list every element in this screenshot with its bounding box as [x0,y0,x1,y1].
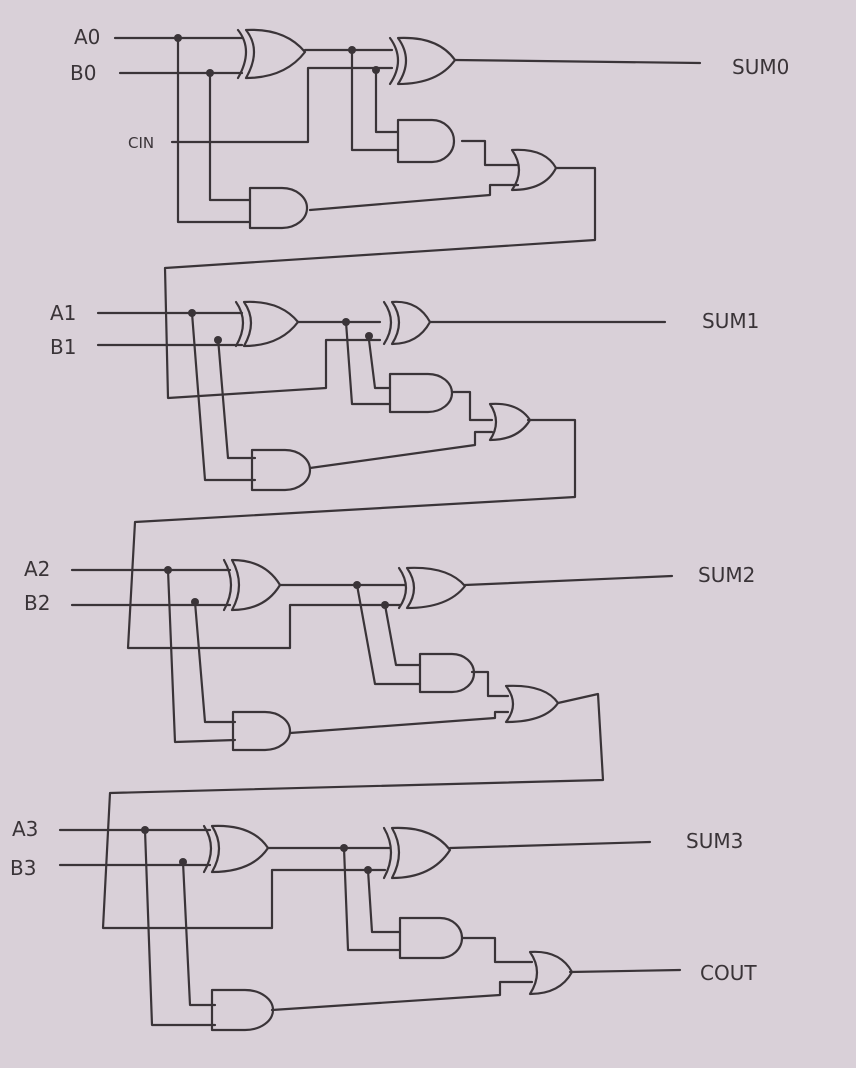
label-sum1: SUM1 [702,309,759,333]
wire-xor1-branch [350,48,400,152]
and-gate [398,916,464,960]
wire-a1-branch [190,311,257,482]
label-a1: A1 [50,301,76,325]
label-b1: B1 [50,335,76,359]
and-gate [210,988,275,1032]
wire-and2-out [288,710,510,735]
and-gate [418,652,476,694]
xor-gate-back [234,300,245,348]
wire-cin-branch [374,66,400,134]
xor-gate [230,558,282,612]
xor-gate-back [382,826,393,880]
wire-and1-out [460,139,520,167]
junction-dot [191,598,199,606]
wire-and2-out [270,980,534,1012]
or-gate [504,684,560,724]
junction-dot [364,866,372,874]
wire-carry-branch [367,338,392,390]
junction-dot [164,566,172,574]
wire-and1-out [460,936,534,964]
or-gate [488,402,532,442]
junction-dot [214,336,222,344]
junction-dot [372,66,380,74]
wire-b1-branch [216,336,257,460]
label-cout: COUT [700,961,757,985]
junction-dot [340,844,348,852]
wire-xor1-branch [342,846,402,952]
xor-gate [244,28,307,80]
xor-gate [405,566,467,610]
xor-gate [390,300,432,346]
wire-carry2 [101,692,605,930]
junction-dot [188,309,196,317]
and-gate [388,372,454,414]
label-a3: A3 [12,817,38,841]
and-gate [250,448,312,492]
wire-sum0 [453,58,702,65]
xor-gate-back [382,300,393,346]
wire-b2-branch [193,600,237,724]
label-a2: A2 [24,557,50,581]
wire-xor1-branch [344,320,392,406]
wire-a0-branch [176,36,252,224]
label-sum0: SUM0 [732,55,789,79]
xor-gate-back [388,36,400,86]
label-b0: B0 [70,61,96,85]
xor-gate-back [236,28,248,80]
junction-dot [174,34,182,42]
label-cin: CIN [128,134,154,152]
wire-carry-branch [366,868,402,934]
xor-gate-back [202,824,213,874]
junction-dot [342,318,350,326]
and-gate [248,186,309,230]
wire-sum3 [448,840,652,850]
junction-dot [381,601,389,609]
label-sum2: SUM2 [698,563,755,587]
wire-cout [568,968,682,974]
wire-carry0 [163,166,597,400]
and-gate [396,118,456,164]
label-a0: A0 [74,25,100,49]
stage-0: A0 B0 CIN SUM0 [70,25,789,400]
xor-gate [242,300,300,348]
label-b2: B2 [24,591,50,615]
wire-a2-branch [166,568,237,744]
wire-cin [170,66,394,144]
stage-1: A1 B1 SUM1 [50,300,759,650]
xor-gate [210,824,270,874]
xor-gate-back [222,558,233,612]
wire-sum2 [463,574,674,587]
wire-b0-branch [208,71,252,202]
and-gate [231,710,292,752]
label-b3: B3 [10,856,36,880]
stage-2: A2 B2 SUM2 [24,557,755,930]
label-sum3: SUM3 [686,829,743,853]
xor-gate-back [397,566,408,610]
junction-dot [179,858,187,866]
or-gate [510,148,558,192]
xor-gate [390,826,452,880]
wire-and2-out [308,183,520,212]
junction-dot [365,332,373,340]
wire-and1-out [450,390,494,422]
wire-and2-out [308,430,494,470]
xor-gate [396,36,457,86]
or-gate [528,950,574,996]
wire-carry-branch [383,603,422,667]
junction-dot [141,826,149,834]
junction-dot [348,46,356,54]
wire-a3-branch [143,828,217,1027]
wire-and1-out [470,670,510,698]
stage-3: A3 B3 SUM3 COUT [10,817,757,1032]
wire-b3-branch [181,860,217,1007]
wire-carry1 [126,418,577,650]
junction-dot [206,69,214,77]
junction-dot [353,581,361,589]
wire-xor1-branch [355,583,422,686]
